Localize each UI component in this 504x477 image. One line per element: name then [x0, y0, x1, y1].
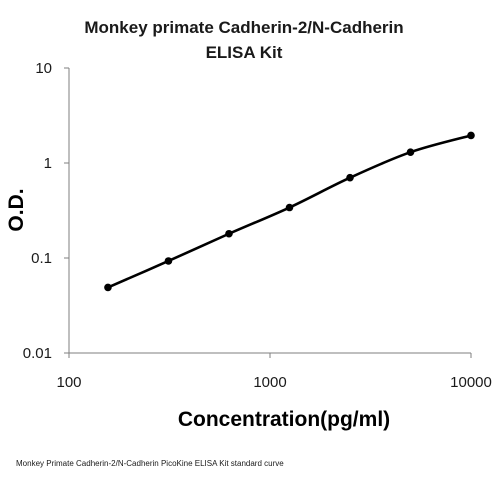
data-markers: [104, 131, 475, 292]
y-axis-ticks: 10 1 0.1 0.01: [23, 60, 69, 362]
chart-caption: Monkey Primate Cadherin-2/N-Cadherin Pic…: [16, 459, 284, 468]
x-tick-label: 1000: [253, 374, 286, 391]
chart-title-line-1: Monkey primate Cadherin-2/N-Cadherin: [84, 18, 403, 37]
data-point: [285, 203, 294, 212]
x-tick-label: 10000: [450, 374, 492, 391]
data-point: [104, 283, 112, 292]
data-point: [164, 257, 173, 265]
data-point: [406, 148, 415, 156]
trendline: [107, 134, 472, 289]
x-axis-label: Concentration(pg/ml): [178, 408, 390, 431]
y-tick-label: 0.1: [31, 250, 52, 267]
x-axis-ticks: 100 1000 10000: [56, 353, 492, 391]
plot-area: 10 1 0.1 0.01 100 1000 10000: [23, 60, 492, 391]
data-point: [346, 173, 354, 182]
data-point: [225, 229, 233, 238]
y-tick-label: 1: [44, 155, 52, 172]
chart-title-line-2: ELISA Kit: [206, 43, 283, 62]
data-point: [467, 131, 475, 140]
y-tick-label: 0.01: [23, 345, 52, 362]
x-tick-label: 100: [56, 374, 81, 391]
y-tick-label: 10: [35, 60, 52, 77]
y-axis-label: O.D.: [5, 188, 28, 231]
